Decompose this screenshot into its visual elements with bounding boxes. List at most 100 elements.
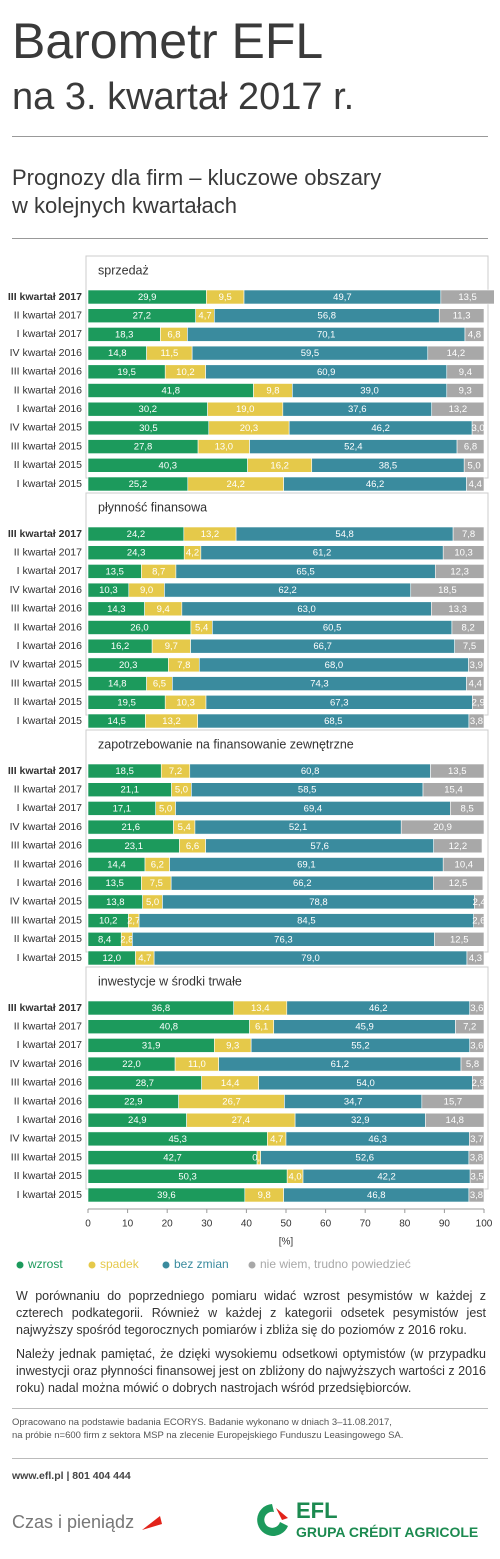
value-label: 3,0 [471, 423, 484, 434]
value-label: 11,5 [160, 348, 178, 359]
value-label: 17,1 [113, 803, 132, 814]
panel-title: zapotrzebowanie na finansowanie zewnętrz… [98, 737, 354, 751]
value-label: 4,7 [138, 953, 151, 964]
value-label: 52,6 [356, 1153, 375, 1164]
value-label: 9,4 [157, 604, 170, 615]
value-label: 7,5 [150, 878, 163, 889]
value-label: 18,3 [115, 329, 134, 340]
value-label: 15,4 [444, 785, 463, 796]
y-tick-label: II kwartał 2017 [14, 1020, 82, 1032]
bar-segment [474, 894, 485, 910]
value-label: 50,3 [178, 1171, 197, 1182]
legend-label: nie wiem, trudno powiedzieć [260, 1257, 411, 1271]
value-label: 68,0 [325, 660, 344, 671]
value-label: 32,9 [351, 1115, 370, 1126]
bar-segment [440, 289, 495, 305]
value-label: 60,5 [323, 623, 342, 634]
heading: Prognozy dla firm – kluczowe obszary w k… [12, 164, 381, 220]
bar-segment [456, 439, 485, 454]
value-label: 24,2 [127, 529, 146, 540]
value-label: 9,5 [219, 292, 232, 303]
legend-label: spadek [100, 1257, 140, 1271]
y-tick-label: III kwartał 2015 [11, 1151, 82, 1163]
panel-title: sprzedaż [98, 263, 149, 277]
value-label: 7,5 [463, 641, 476, 652]
value-label: 10,3 [454, 548, 473, 559]
y-tick-label: II kwartał 2016 [14, 858, 82, 870]
value-label: 14,3 [107, 604, 126, 615]
value-label: 6,6 [186, 841, 199, 852]
y-tick-label: II kwartał 2015 [14, 933, 82, 945]
value-label: 13,0 [215, 442, 234, 453]
value-label: 66,7 [313, 641, 332, 652]
value-label: 13,5 [448, 766, 467, 777]
value-label: 45,9 [355, 1022, 374, 1033]
y-tick-label: IV kwartał 2015 [10, 1133, 83, 1145]
logo-group: GRUPA CRÉDIT AGRICOLE [296, 1524, 479, 1540]
value-label: 14,8 [445, 1115, 464, 1126]
x-tick-label: 10 [122, 1219, 134, 1230]
value-label: 10,3 [176, 697, 195, 708]
value-label: 9,0 [140, 585, 153, 596]
value-label: 2,9 [472, 697, 485, 708]
value-label: 27,2 [133, 311, 152, 322]
bar-segment [442, 545, 485, 561]
bar-segment [455, 1019, 485, 1035]
value-label: 4,2 [186, 548, 199, 559]
value-label: 63,0 [297, 604, 316, 615]
bar-segment [472, 694, 485, 710]
value-label: 3,8 [470, 1153, 483, 1164]
bar-segment [434, 931, 485, 947]
value-label: 29,9 [138, 292, 157, 303]
value-label: 19,5 [117, 697, 136, 708]
bar-segment [469, 1038, 485, 1053]
value-label: 8,4 [98, 934, 111, 945]
value-label: 8,5 [461, 803, 474, 814]
legend-marker [248, 1261, 256, 1269]
value-label: 14,5 [107, 716, 126, 727]
value-label: 19,0 [236, 404, 255, 415]
title: Barometr EFL [12, 13, 324, 69]
value-label: 4,8 [468, 329, 481, 340]
value-label: 22,9 [124, 1097, 143, 1108]
value-label: 69,1 [297, 860, 316, 871]
footnote-line: na próbie n=600 firm z sektora MSP na zl… [12, 1430, 404, 1441]
y-tick-label: IV kwartał 2015 [10, 659, 83, 671]
value-label: 46,2 [369, 1003, 388, 1014]
value-label: 28,7 [136, 1078, 155, 1089]
value-label: 3,8 [470, 1190, 483, 1201]
bar-segment [452, 526, 485, 542]
value-label: 3,6 [470, 1003, 483, 1014]
value-label: 25,2 [129, 479, 148, 490]
value-label: 9,8 [258, 1190, 271, 1201]
legend-marker [162, 1261, 170, 1269]
bar-segment [433, 838, 483, 854]
value-label: 41,8 [162, 386, 181, 397]
y-tick-label: II kwartał 2017 [14, 546, 82, 558]
value-label: 54,0 [356, 1078, 375, 1089]
bar-segment [446, 364, 485, 380]
y-tick-label: III kwartał 2017 [8, 291, 82, 303]
bar-segment [430, 763, 485, 779]
value-label: 20,3 [119, 660, 138, 671]
value-label: 18,5 [438, 585, 457, 596]
y-tick-label: I kwartał 2015 [17, 952, 83, 964]
value-label: 6,5 [153, 679, 166, 690]
bar-segment [451, 620, 485, 635]
value-label: 2,8 [120, 934, 133, 945]
value-label: 52,1 [289, 822, 308, 833]
value-label: 20,9 [433, 822, 452, 833]
value-label: 7,2 [463, 1022, 476, 1033]
bar-segment [473, 913, 485, 928]
divider [12, 238, 488, 239]
x-tick-label: 20 [162, 1219, 174, 1230]
bar-segment [410, 582, 485, 598]
legend-label: bez zmian [174, 1257, 229, 1271]
value-label: 68,5 [324, 716, 343, 727]
value-label: 9,3 [459, 386, 472, 397]
value-label: 45,3 [168, 1134, 187, 1145]
value-label: 4,3 [469, 953, 482, 964]
y-tick-label: II kwartał 2017 [14, 309, 82, 321]
value-label: 5,0 [159, 803, 172, 814]
value-label: 21,6 [122, 822, 141, 833]
